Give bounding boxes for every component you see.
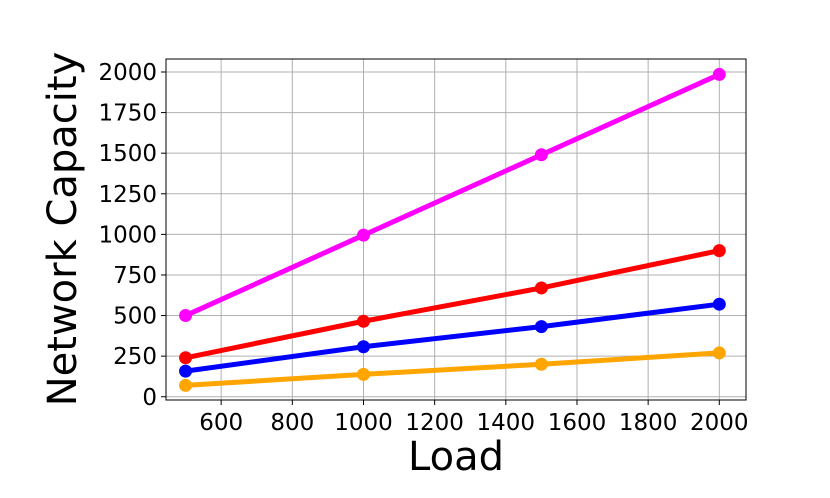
data-point xyxy=(356,340,370,354)
grid xyxy=(166,59,746,400)
x-tick-label: 1200 xyxy=(405,410,464,436)
y-tick-label: 1000 xyxy=(98,222,157,248)
data-point xyxy=(179,309,193,323)
x-tick-label: 600 xyxy=(199,410,243,436)
data-point xyxy=(356,228,370,242)
x-tick-label: 1600 xyxy=(548,410,607,436)
series-line xyxy=(183,248,722,361)
data-point xyxy=(534,320,548,334)
data-point xyxy=(534,281,548,295)
x-tick-label: 1800 xyxy=(619,410,678,436)
series-layer xyxy=(179,67,726,392)
data-point xyxy=(179,364,193,378)
y-tick-label: 0 xyxy=(142,385,157,411)
data-point xyxy=(712,244,726,258)
plot-frame xyxy=(165,58,747,401)
data-point xyxy=(712,297,726,311)
x-tick-label: 2000 xyxy=(690,410,749,436)
data-point xyxy=(179,351,193,365)
y-tick-label: 750 xyxy=(113,263,157,289)
y-tick-label: 1500 xyxy=(98,141,157,167)
data-point xyxy=(534,148,548,162)
y-tick-label: 500 xyxy=(113,304,157,330)
data-point xyxy=(179,378,193,392)
y-axis-title: Network Capacity xyxy=(40,52,86,407)
axis-ticks: 600 800 1000 1200 1400 1600 1800 2000 0 250 500 750… xyxy=(98,60,748,436)
x-axis-title: Load xyxy=(408,434,504,480)
y-tick-label: 1750 xyxy=(98,101,157,127)
series-line xyxy=(183,301,722,374)
data-point xyxy=(712,346,726,360)
x-tick-label: 800 xyxy=(270,410,314,436)
x-tick-label: 1000 xyxy=(334,410,393,436)
series-2 xyxy=(179,244,726,365)
data-point xyxy=(534,357,548,371)
y-tick-label: 250 xyxy=(113,344,157,370)
data-point xyxy=(712,67,726,81)
series-line xyxy=(183,71,722,319)
y-tick-label: 1250 xyxy=(98,182,157,208)
y-tick-label: 2000 xyxy=(98,60,157,86)
data-point xyxy=(356,367,370,381)
series-line xyxy=(183,350,722,388)
data-point xyxy=(356,314,370,328)
series-3 xyxy=(179,297,726,378)
series-1 xyxy=(179,67,726,323)
x-tick-label: 1400 xyxy=(477,410,536,436)
series-4 xyxy=(179,346,726,392)
